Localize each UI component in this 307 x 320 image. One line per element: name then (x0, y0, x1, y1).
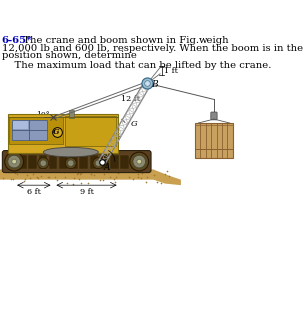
Bar (195, 123, 233, 158)
Ellipse shape (43, 148, 98, 157)
Text: 12 ft: 12 ft (101, 131, 120, 139)
Bar (8, 155, 17, 169)
Text: G: G (53, 128, 60, 136)
Bar (59, 155, 68, 169)
Text: 10°: 10° (36, 111, 50, 119)
Text: 12 ft: 12 ft (121, 95, 140, 103)
Circle shape (133, 155, 146, 168)
Circle shape (38, 158, 49, 169)
Text: A: A (104, 163, 110, 172)
Circle shape (95, 160, 102, 166)
Circle shape (12, 159, 17, 164)
Circle shape (40, 160, 46, 166)
Circle shape (8, 155, 21, 168)
Text: 12,000 lb and 600 lb, respectively. When the boom is in the: 12,000 lb and 600 lb, respectively. When… (2, 44, 303, 52)
Text: The crane and boom shown in Fig.: The crane and boom shown in Fig. (17, 36, 199, 45)
Bar (13, 121, 28, 129)
Text: 6 ft: 6 ft (27, 188, 41, 196)
Bar (64, 116, 116, 146)
Circle shape (65, 158, 76, 169)
Bar (10, 117, 63, 144)
Circle shape (68, 160, 74, 166)
Bar (90, 155, 98, 169)
Polygon shape (0, 169, 181, 185)
Text: B: B (151, 79, 158, 89)
Bar (69, 155, 78, 169)
Text: G: G (130, 120, 137, 128)
Text: The maximum load that can be lifted by the crane.: The maximum load that can be lifted by t… (2, 61, 271, 70)
Circle shape (5, 152, 24, 171)
Circle shape (137, 159, 142, 164)
FancyBboxPatch shape (2, 151, 151, 172)
Text: 1 ft: 1 ft (164, 67, 178, 75)
Text: 30°: 30° (116, 155, 130, 163)
Bar (49, 155, 57, 169)
Bar (69, 110, 74, 117)
Text: weigh: weigh (199, 36, 230, 45)
Text: position shown, determine: position shown, determine (2, 52, 136, 60)
Bar (28, 155, 37, 169)
Circle shape (93, 158, 104, 169)
Bar (39, 155, 47, 169)
Bar (120, 155, 129, 169)
Text: 8 ft: 8 ft (75, 129, 89, 137)
FancyBboxPatch shape (211, 112, 217, 120)
Text: 9 ft: 9 ft (80, 188, 93, 196)
Bar (8, 114, 118, 153)
Bar (18, 155, 27, 169)
Bar (12, 120, 47, 140)
Bar (100, 155, 109, 169)
Text: 6 ft: 6 ft (111, 162, 125, 170)
Circle shape (130, 152, 149, 171)
Bar (110, 155, 119, 169)
Bar (80, 155, 88, 169)
Text: 6-65*: 6-65* (2, 36, 32, 45)
Bar (130, 155, 139, 169)
